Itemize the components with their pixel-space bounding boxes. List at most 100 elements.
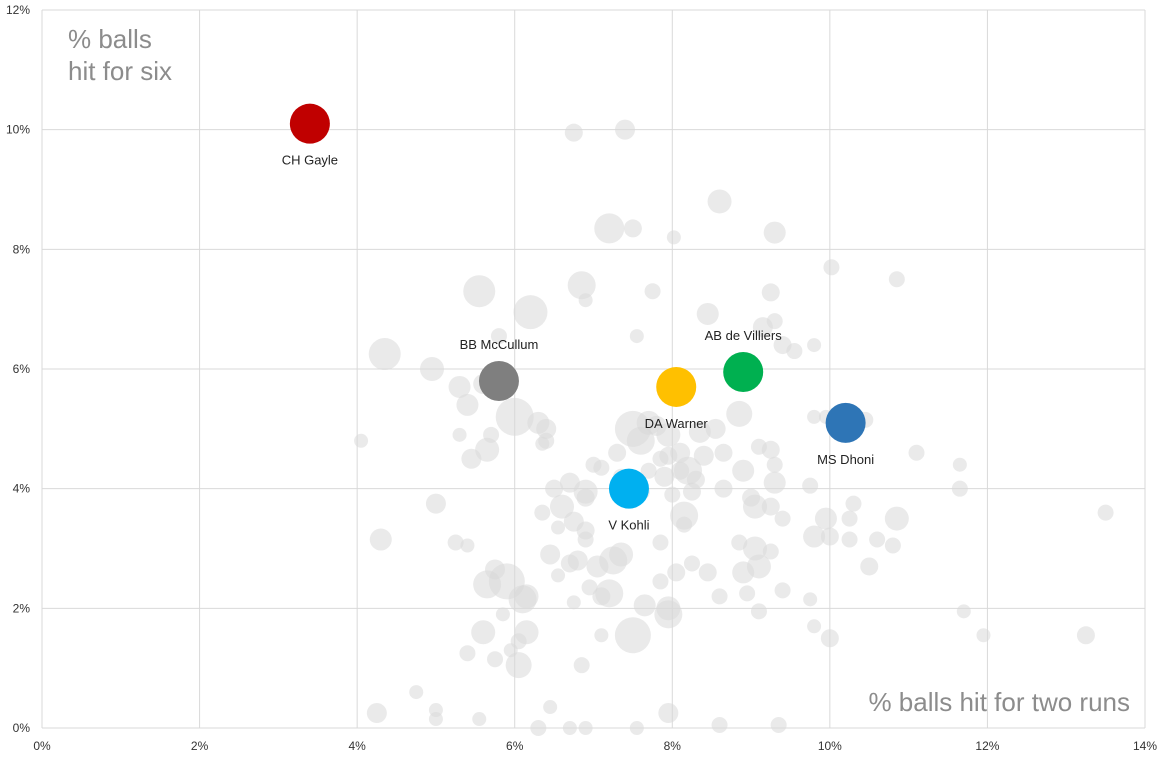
other-player-point	[495, 607, 510, 622]
other-player-point	[814, 507, 837, 530]
other-player-point	[774, 510, 791, 527]
other-player-point	[884, 506, 909, 531]
other-player-point	[688, 420, 711, 443]
x-tick-label: 2%	[191, 739, 209, 753]
other-player-point	[534, 504, 551, 521]
other-player-point	[562, 721, 577, 735]
other-player-point	[714, 443, 733, 462]
y-tick-label: 2%	[13, 601, 31, 615]
other-player-point	[646, 415, 667, 436]
other-player-point	[578, 293, 593, 308]
other-player-point	[671, 461, 690, 480]
other-player-point	[471, 620, 496, 645]
other-player-point	[652, 534, 669, 551]
other-player-point	[505, 652, 532, 679]
other-player-point	[614, 617, 651, 654]
other-player-point	[667, 563, 686, 582]
other-player-point	[567, 271, 596, 300]
other-player-point	[543, 700, 558, 715]
other-player-point	[803, 525, 826, 548]
point-bb-mccullum	[478, 360, 519, 401]
other-player-point	[595, 579, 624, 608]
other-player-point	[551, 520, 566, 535]
other-player-point	[951, 480, 968, 497]
other-player-point	[761, 440, 780, 459]
other-player-point	[409, 685, 424, 700]
other-player-point	[803, 592, 818, 607]
other-player-point	[743, 536, 768, 561]
other-player-point	[802, 477, 819, 494]
y-tick-label: 6%	[13, 362, 31, 376]
other-player-point	[820, 527, 839, 546]
other-player-point	[629, 721, 644, 735]
other-player-point	[564, 123, 583, 142]
other-player-point	[763, 471, 786, 494]
y-axis-title-line-1: % balls	[68, 24, 152, 54]
other-player-point	[514, 620, 539, 645]
point-ab-de-villiers	[723, 351, 764, 392]
other-player-point	[696, 302, 719, 325]
y-tick-label: 10%	[6, 123, 30, 137]
other-player-point	[644, 283, 661, 300]
other-player-point	[1076, 626, 1095, 645]
other-player-point	[761, 283, 780, 302]
other-player-point	[513, 295, 548, 330]
other-player-point	[743, 494, 768, 519]
other-player-point	[739, 585, 756, 602]
other-player-point	[483, 426, 500, 443]
other-player-point	[549, 494, 574, 519]
other-player-point	[664, 486, 681, 503]
other-player-point	[807, 338, 822, 353]
point-da-warner	[656, 366, 697, 407]
y-tick-label: 12%	[6, 3, 30, 17]
other-player-point	[766, 456, 783, 473]
x-tick-label: 8%	[664, 739, 682, 753]
other-player-point	[845, 495, 862, 512]
other-player-point	[540, 544, 561, 565]
other-player-point	[485, 559, 506, 580]
other-player-point	[629, 329, 644, 344]
other-player-point	[952, 457, 967, 472]
gridlines	[41, 9, 1146, 729]
player-label: MS Dhoni	[817, 452, 874, 467]
x-tick-label: 14%	[1133, 739, 1157, 753]
other-player-point	[460, 538, 475, 553]
other-player-point	[683, 555, 700, 572]
other-player-point	[841, 531, 858, 548]
other-player-point	[428, 703, 443, 718]
other-player-point	[786, 343, 803, 360]
other-player-point	[551, 568, 566, 583]
other-player-point	[807, 619, 822, 634]
other-player-point	[656, 596, 681, 621]
x-axis-ticks: 0% 2% 4% 6% 8% 10% 12% 14%	[33, 739, 1157, 753]
x-tick-label: 10%	[818, 739, 842, 753]
other-player-point	[807, 409, 822, 424]
player-label: BB McCullum	[460, 337, 539, 352]
other-player-point	[732, 459, 755, 482]
other-player-point	[495, 397, 534, 436]
other-player-point	[714, 479, 733, 498]
other-player-point	[1097, 504, 1114, 521]
x-tick-label: 4%	[348, 739, 366, 753]
other-player-point	[633, 594, 656, 617]
other-player-point	[761, 497, 780, 516]
other-player-point	[698, 563, 717, 582]
other-player-point	[578, 721, 593, 735]
other-player-point	[566, 595, 581, 610]
other-player-point	[530, 720, 547, 736]
other-player-point	[573, 657, 590, 674]
other-player-point	[623, 219, 642, 238]
other-player-point	[615, 119, 636, 140]
player-labels: CH Gayle BB McCullum DA Warner AB de Villie…	[282, 153, 875, 533]
other-player-point	[368, 338, 401, 371]
other-player-point	[536, 418, 557, 439]
other-player-point	[908, 444, 925, 461]
other-player-point	[770, 717, 787, 734]
other-player-point	[545, 479, 564, 498]
other-player-point	[666, 230, 681, 245]
y-axis-title-line-2: hit for six	[68, 56, 172, 86]
player-label: V Kohli	[608, 518, 649, 533]
x-tick-label: 6%	[506, 739, 524, 753]
other-player-point	[448, 375, 471, 398]
